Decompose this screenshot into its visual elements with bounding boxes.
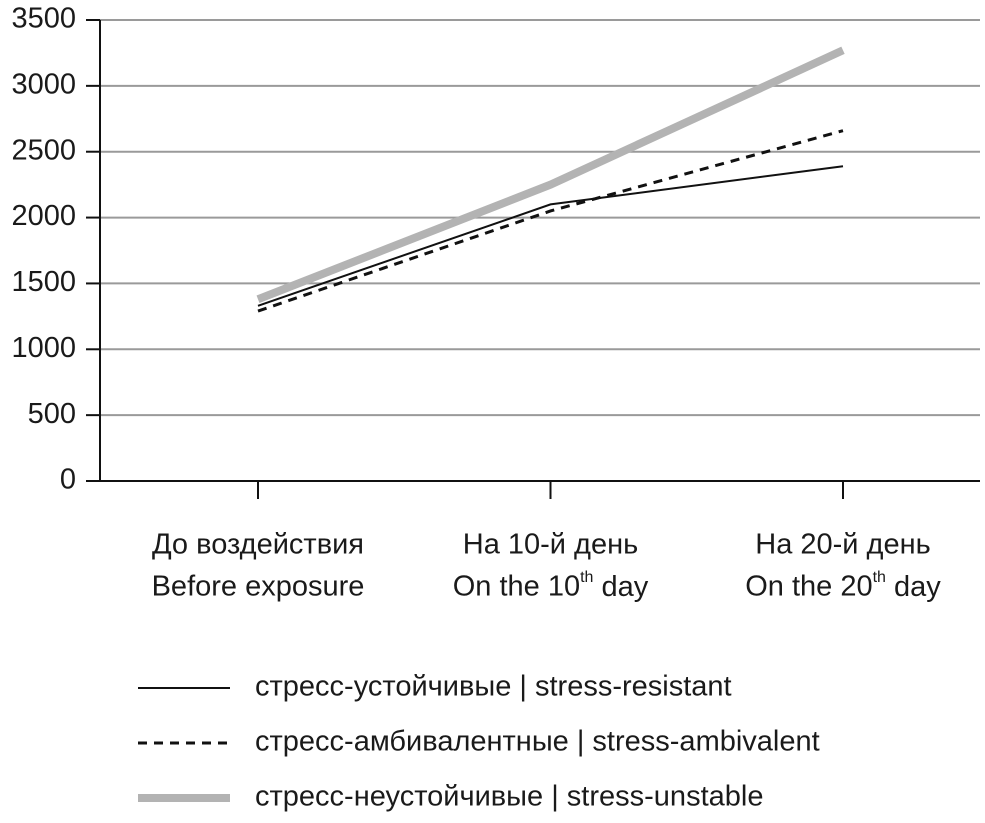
legend-label: стресс-амбивалентные | stress-ambivalent [255,726,820,758]
y-tick-label: 3500 [11,3,76,35]
line-series [256,46,845,303]
x-tick-label: On the 20th day [745,569,941,602]
y-tick-label: 2000 [11,200,76,232]
y-tick-label: 1000 [11,332,76,364]
line-series [257,165,844,307]
x-tick-label: On the 10th day [453,569,649,602]
line-series [257,129,844,313]
legend-label: стресс-устойчивые | stress-resistant [255,671,732,703]
legend-label: стресс-неустойчивые | stress-unstable [255,781,763,813]
y-tick-label: 0 [60,464,76,496]
y-tick-label: 500 [28,398,76,430]
y-tick-label: 1500 [11,266,76,298]
x-tick-label: На 10-й день [463,529,638,561]
y-tick-label: 3000 [11,69,76,101]
y-tick-label: 2500 [11,134,76,166]
x-tick-label: Before exposure [152,571,365,603]
x-tick-label: На 20-й день [755,529,930,561]
x-tick-label: До воздействия [152,529,364,561]
